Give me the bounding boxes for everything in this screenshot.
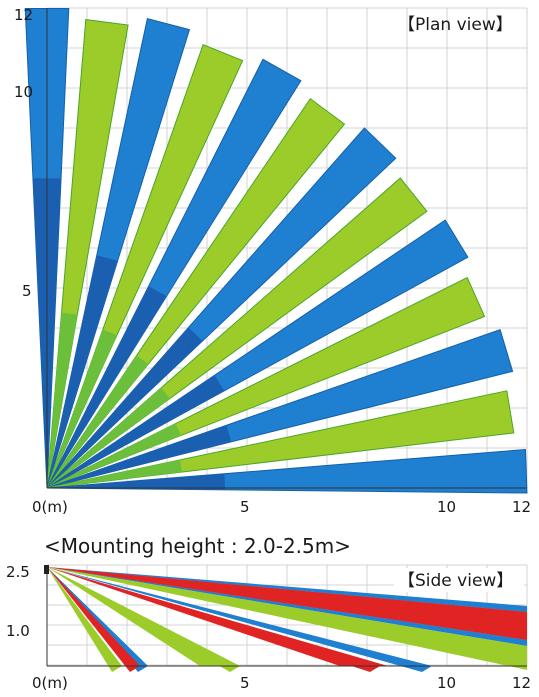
side-beam-green-wide xyxy=(47,567,527,670)
side-beam-red-mid xyxy=(47,567,388,666)
side-beam-green-mid xyxy=(47,567,240,666)
plan-beam-inner-green xyxy=(47,459,183,488)
side-y-tick-1-0: 1.0 xyxy=(6,622,30,640)
side-view-title-bg xyxy=(394,568,524,592)
side-x-tick-5: 5 xyxy=(240,674,250,692)
plan-beams xyxy=(24,7,528,494)
side-y-tick-2-5: 2.5 xyxy=(6,563,30,581)
plan-beam-inner-blue xyxy=(47,286,167,488)
plan-view-title: 【Plan view】 xyxy=(398,15,513,35)
sensor-marker xyxy=(44,565,49,574)
plan-beam-inner-green xyxy=(47,329,118,488)
plan-beam-inner-blue xyxy=(47,473,225,491)
plan-beam-inner-blue xyxy=(47,425,232,488)
plan-x-tick-10: 10 xyxy=(437,498,456,516)
plan-y-tick-10: 10 xyxy=(14,83,33,101)
side-view-title: 【Side view】 xyxy=(398,571,513,591)
plan-x-tick-12: 12 xyxy=(512,498,531,516)
side-x-tick-10: 10 xyxy=(437,674,456,692)
plan-beam-inner-green xyxy=(47,312,78,488)
plan-origin-label: 0(m) xyxy=(32,498,68,516)
side-beam-red-wide xyxy=(47,567,527,640)
plan-beam-inner-green xyxy=(47,423,182,488)
plan-beam-inner-green xyxy=(47,387,170,488)
plan-beam-inner-green xyxy=(47,355,149,488)
plan-y-tick-5: 5 xyxy=(22,282,32,300)
side-beam xyxy=(47,567,122,672)
plan-x-tick-5: 5 xyxy=(240,498,250,516)
plan-beam-inner-blue xyxy=(47,327,203,488)
side-beam xyxy=(47,567,140,672)
side-beam xyxy=(47,567,432,672)
side-x-tick-12: 12 xyxy=(512,674,531,692)
plan-y-tick-12: 12 xyxy=(14,6,33,24)
side-origin-label: 0(m) xyxy=(32,674,68,692)
mounting-height-heading: <Mounting height : 2.0-2.5m> xyxy=(44,534,351,558)
side-beams xyxy=(47,567,527,672)
plan-beam-inner-blue xyxy=(47,375,225,488)
side-beam xyxy=(47,567,148,672)
plan-beam-inner-blue xyxy=(47,255,118,488)
